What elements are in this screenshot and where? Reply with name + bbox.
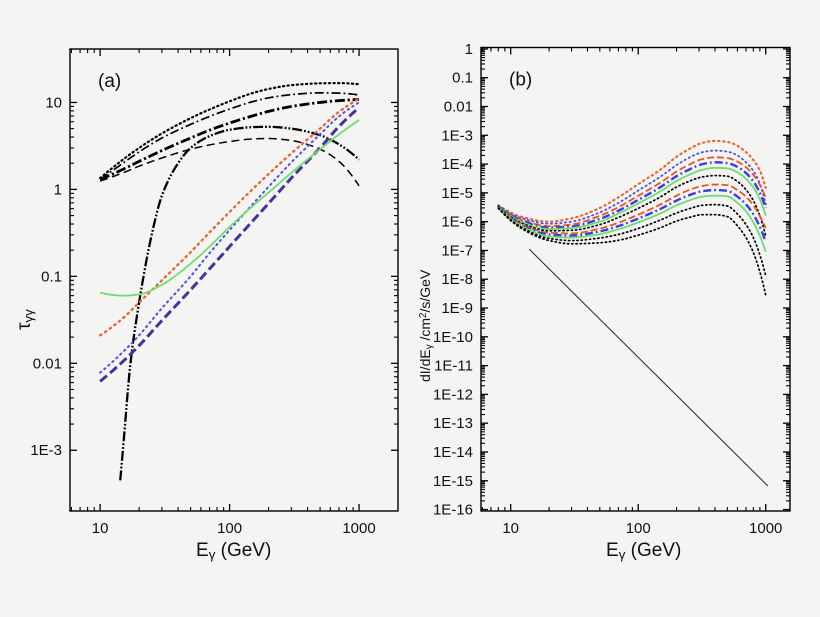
svg-text:1E-8: 1E-8: [441, 271, 473, 288]
svg-text:1E-4: 1E-4: [441, 156, 473, 173]
svg-text:1E-15: 1E-15: [433, 473, 473, 490]
svg-text:0.1: 0.1: [452, 70, 473, 87]
svg-text:1000: 1000: [342, 520, 375, 537]
svg-text:(b): (b): [509, 70, 532, 91]
svg-text:1E-11: 1E-11: [434, 358, 473, 375]
svg-text:1E-16: 1E-16: [433, 502, 473, 519]
svg-text:1E-7: 1E-7: [441, 242, 473, 259]
svg-text:10: 10: [45, 94, 62, 111]
svg-text:1E-9: 1E-9: [441, 300, 473, 317]
svg-text:100: 100: [626, 520, 651, 537]
svg-text:10: 10: [92, 520, 109, 537]
svg-text:1E-3: 1E-3: [441, 127, 473, 144]
svg-text:1E-14: 1E-14: [433, 444, 473, 461]
svg-text:1E-10: 1E-10: [433, 329, 473, 346]
svg-text:(a): (a): [98, 71, 121, 92]
svg-text:0.01: 0.01: [33, 355, 62, 372]
svg-text:1E-3: 1E-3: [30, 442, 62, 459]
svg-text:1: 1: [54, 181, 62, 198]
svg-text:100: 100: [217, 520, 242, 537]
svg-text:1: 1: [465, 41, 473, 58]
svg-text:1E-13: 1E-13: [433, 415, 473, 432]
svg-text:1E-6: 1E-6: [441, 214, 473, 231]
svg-text:1000: 1000: [749, 520, 782, 537]
svg-text:1E-12: 1E-12: [433, 386, 473, 403]
svg-text:0.01: 0.01: [444, 99, 473, 116]
svg-text:0.1: 0.1: [41, 268, 62, 285]
svg-text:1E-5: 1E-5: [441, 185, 473, 202]
svg-text:10: 10: [502, 520, 519, 537]
